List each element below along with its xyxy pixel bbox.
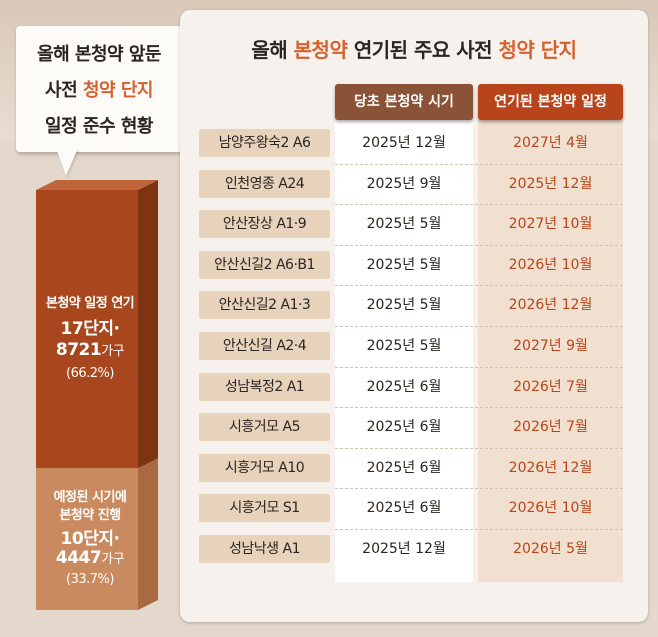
row-divider bbox=[335, 367, 623, 368]
bar-seg1-count: 17단지· bbox=[60, 319, 120, 339]
bar-top-face bbox=[36, 180, 158, 190]
bar-seg2-count: 10단지· bbox=[60, 529, 120, 549]
table-row-delayed: 2025년 12월 bbox=[508, 176, 593, 192]
table-row-original: 2025년 9월 bbox=[366, 176, 442, 192]
table-row-name: 시흥거모 S1 bbox=[199, 494, 330, 522]
table-row-original: 2025년 6월 bbox=[366, 500, 442, 516]
row-divider bbox=[335, 448, 623, 449]
bar-seg1-label: 본청약 일정 연기 bbox=[45, 296, 135, 311]
title-part-4: 청약 단지 bbox=[498, 38, 578, 62]
table-row-name: 안산신길2 A6·B1 bbox=[199, 251, 330, 279]
table-row-delayed: 2027년 10월 bbox=[508, 216, 593, 232]
bar-seg1-units-suffix: 가구 bbox=[101, 344, 125, 359]
row-divider bbox=[335, 164, 623, 165]
table-row-original: 2025년 5월 bbox=[366, 297, 442, 313]
column-header-delayed: 연기된 본청약 일정 bbox=[478, 84, 623, 120]
table-row-delayed: 2026년 7월 bbox=[513, 379, 588, 395]
table-row-original: 2025년 5월 bbox=[366, 338, 442, 354]
bar-seg2-units-num: 4447 bbox=[55, 548, 102, 568]
table-row-name: 시흥거모 A5 bbox=[199, 413, 330, 441]
bar-seg2-units: 4447가구 bbox=[10, 548, 170, 568]
table-row-name: 안산장상 A1·9 bbox=[199, 210, 330, 238]
table-row-name: 안산신길2 A1·3 bbox=[199, 291, 330, 319]
bar-seg2-label-1: 예정된 시기에 bbox=[53, 490, 127, 505]
title-part-3: 연기된 주요 사전 bbox=[347, 38, 499, 62]
row-divider bbox=[335, 245, 623, 246]
table-row-delayed: 2027년 9월 bbox=[513, 338, 588, 354]
title-part-1: 올해 bbox=[251, 38, 294, 62]
table-row-delayed: 2027년 4월 bbox=[513, 135, 588, 151]
summary-bubble: 올해 본청약 앞둔 사전 청약 단지 일정 준수 현황 bbox=[16, 26, 182, 152]
column-header-original: 당초 본청약 시기 bbox=[335, 84, 473, 120]
bubble-tail bbox=[56, 148, 78, 176]
table-row-delayed: 2026년 12월 bbox=[508, 460, 593, 476]
bar-segment-front-2 bbox=[36, 468, 138, 610]
bar-seg2-units-suffix: 가구 bbox=[101, 552, 125, 567]
bar-segment-side-2 bbox=[138, 458, 158, 610]
table-row-original: 2025년 12월 bbox=[362, 135, 446, 151]
table-row-name: 남양주왕숙2 A6 bbox=[199, 129, 330, 157]
bubble-line-2-highlight: 청약 단지 bbox=[82, 80, 154, 101]
bubble-line-1: 올해 본청약 앞둔 bbox=[37, 44, 161, 65]
bar-segment-front-1 bbox=[36, 190, 138, 469]
table-row-original: 2025년 6월 bbox=[366, 379, 442, 395]
table-row-name: 인천영종 A24 bbox=[199, 170, 330, 198]
title-part-2: 본청약 bbox=[293, 38, 348, 62]
table-row-original: 2025년 6월 bbox=[366, 460, 442, 476]
table-title: 올해 본청약 연기된 주요 사전 청약 단지 bbox=[180, 34, 648, 63]
row-divider bbox=[335, 285, 623, 286]
bubble-line-3: 일정 준수 현황 bbox=[45, 116, 153, 137]
row-divider bbox=[335, 529, 623, 530]
table-row-delayed: 2026년 5월 bbox=[513, 541, 588, 557]
table-row-name: 안산신길 A2·4 bbox=[199, 332, 330, 360]
table-row-original: 2025년 5월 bbox=[366, 257, 442, 273]
bar-seg1-pct: (66.2%) bbox=[66, 366, 114, 381]
row-divider bbox=[335, 204, 623, 205]
table-row-name: 성남낙생 A1 bbox=[199, 535, 330, 563]
bar-segment-side-1 bbox=[138, 180, 158, 469]
row-divider bbox=[335, 488, 623, 489]
bar-seg1-units: 8721가구 bbox=[10, 340, 170, 360]
table-row-delayed: 2026년 10월 bbox=[508, 500, 593, 516]
table-row-delayed: 2026년 12월 bbox=[508, 297, 593, 313]
bubble-line-2-prefix: 사전 bbox=[45, 80, 83, 101]
bubble-line-2: 사전 청약 단지 bbox=[16, 76, 182, 102]
table-row-name: 성남복정2 A1 bbox=[199, 373, 330, 401]
table-row-delayed: 2026년 10월 bbox=[508, 257, 593, 273]
table-row-delayed: 2026년 7월 bbox=[513, 419, 588, 435]
bar-seg2-pct: (33.7%) bbox=[66, 572, 114, 587]
original-column-bg bbox=[335, 120, 473, 582]
table-row-name: 시흥거모 A10 bbox=[199, 454, 330, 482]
table-row-original: 2025년 12월 bbox=[362, 541, 446, 557]
table-row-original: 2025년 5월 bbox=[366, 216, 442, 232]
row-divider bbox=[335, 326, 623, 327]
bar-seg2-label-2: 본청약 진행 bbox=[59, 508, 121, 523]
row-divider bbox=[335, 407, 623, 408]
table-row-original: 2025년 6월 bbox=[366, 419, 442, 435]
delayed-column-bg bbox=[478, 120, 623, 582]
bar-seg1-units-num: 8721 bbox=[55, 340, 102, 360]
